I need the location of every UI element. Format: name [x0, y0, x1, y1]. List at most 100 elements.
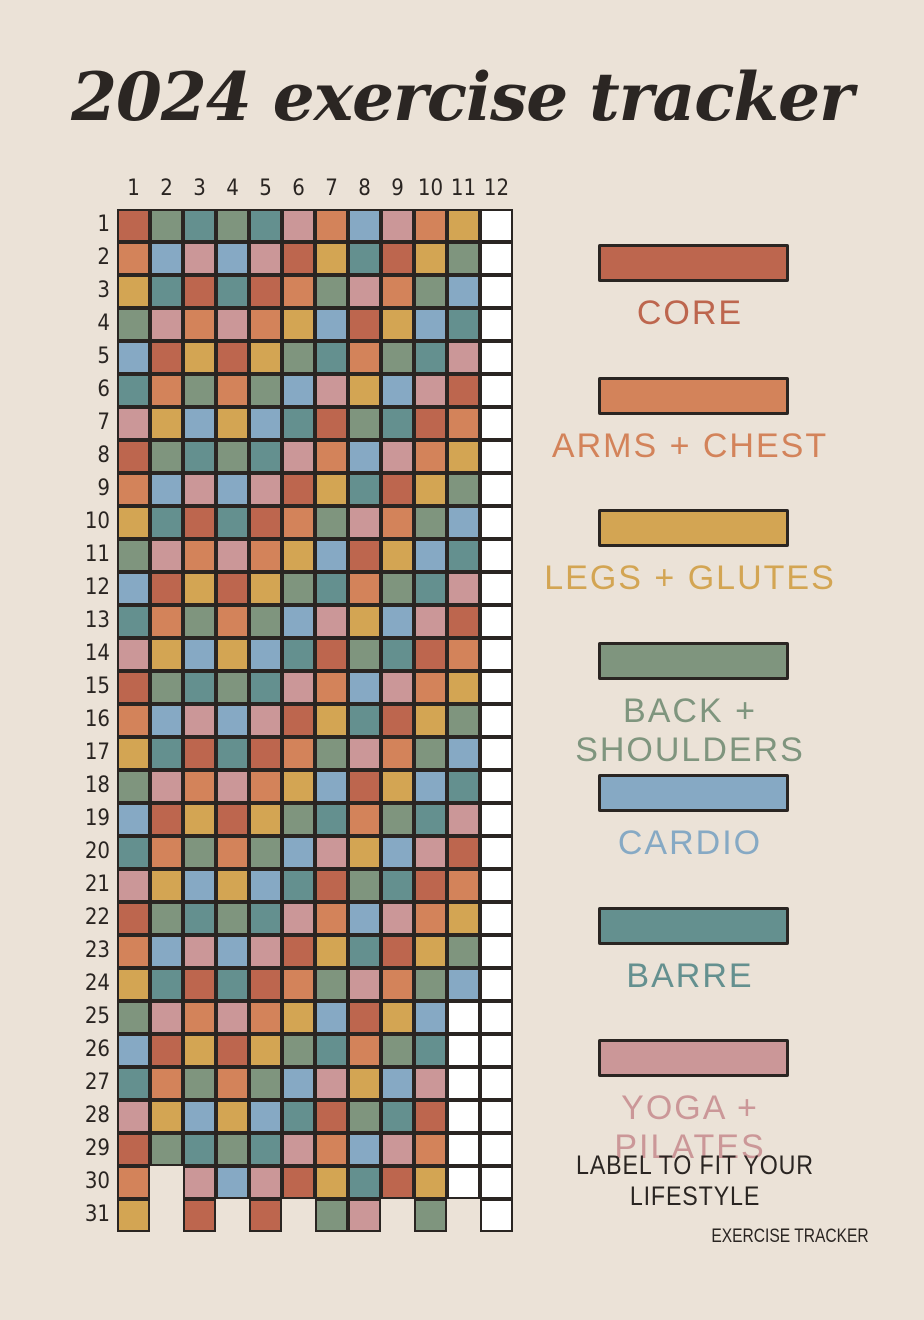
day-cell[interactable] — [150, 440, 183, 473]
day-cell[interactable] — [414, 473, 447, 506]
day-cell[interactable] — [117, 242, 150, 275]
day-cell[interactable] — [447, 506, 480, 539]
day-cell[interactable] — [348, 1001, 381, 1034]
day-cell[interactable] — [282, 572, 315, 605]
day-cell[interactable] — [183, 836, 216, 869]
day-cell[interactable] — [117, 1034, 150, 1067]
day-cell[interactable] — [480, 539, 513, 572]
day-cell[interactable] — [480, 770, 513, 803]
day-cell[interactable] — [249, 902, 282, 935]
day-cell[interactable] — [249, 539, 282, 572]
day-cell[interactable] — [480, 1166, 513, 1199]
day-cell[interactable] — [480, 341, 513, 374]
day-cell[interactable] — [480, 407, 513, 440]
day-cell[interactable] — [348, 242, 381, 275]
day-cell[interactable] — [414, 539, 447, 572]
day-cell[interactable] — [480, 803, 513, 836]
day-cell[interactable] — [414, 1100, 447, 1133]
day-cell[interactable] — [282, 473, 315, 506]
day-cell[interactable] — [348, 869, 381, 902]
day-cell[interactable] — [117, 803, 150, 836]
day-cell[interactable] — [216, 638, 249, 671]
day-cell[interactable] — [282, 935, 315, 968]
day-cell[interactable] — [447, 869, 480, 902]
day-cell[interactable] — [183, 1001, 216, 1034]
day-cell[interactable] — [348, 1199, 381, 1232]
day-cell[interactable] — [315, 836, 348, 869]
day-cell[interactable] — [381, 506, 414, 539]
day-cell[interactable] — [447, 671, 480, 704]
day-cell[interactable] — [249, 869, 282, 902]
day-cell[interactable] — [447, 572, 480, 605]
day-cell[interactable] — [150, 968, 183, 1001]
day-cell[interactable] — [249, 803, 282, 836]
day-cell[interactable] — [447, 902, 480, 935]
day-cell[interactable] — [480, 440, 513, 473]
day-cell[interactable] — [348, 572, 381, 605]
day-cell[interactable] — [480, 935, 513, 968]
day-cell[interactable] — [447, 935, 480, 968]
day-cell[interactable] — [348, 1100, 381, 1133]
day-cell[interactable] — [381, 275, 414, 308]
day-cell[interactable] — [315, 1199, 348, 1232]
day-cell[interactable] — [282, 968, 315, 1001]
day-cell[interactable] — [282, 1133, 315, 1166]
day-cell[interactable] — [117, 1067, 150, 1100]
day-cell[interactable] — [249, 935, 282, 968]
day-cell[interactable] — [480, 704, 513, 737]
day-cell[interactable] — [348, 1034, 381, 1067]
day-cell[interactable] — [150, 209, 183, 242]
day-cell[interactable] — [381, 242, 414, 275]
day-cell[interactable] — [447, 1100, 480, 1133]
day-cell[interactable] — [315, 803, 348, 836]
day-cell[interactable] — [414, 605, 447, 638]
day-cell[interactable] — [315, 539, 348, 572]
day-cell[interactable] — [282, 275, 315, 308]
day-cell[interactable] — [315, 770, 348, 803]
day-cell[interactable] — [150, 1034, 183, 1067]
day-cell[interactable] — [216, 1067, 249, 1100]
day-cell[interactable] — [381, 605, 414, 638]
day-cell[interactable] — [315, 1100, 348, 1133]
day-cell[interactable] — [249, 506, 282, 539]
day-cell[interactable] — [117, 1166, 150, 1199]
day-cell[interactable] — [282, 737, 315, 770]
day-cell[interactable] — [381, 638, 414, 671]
day-cell[interactable] — [480, 836, 513, 869]
day-cell[interactable] — [117, 1133, 150, 1166]
day-cell[interactable] — [216, 737, 249, 770]
day-cell[interactable] — [414, 1166, 447, 1199]
day-cell[interactable] — [480, 242, 513, 275]
day-cell[interactable] — [117, 704, 150, 737]
day-cell[interactable] — [447, 1067, 480, 1100]
day-cell[interactable] — [414, 506, 447, 539]
day-cell[interactable] — [315, 605, 348, 638]
day-cell[interactable] — [315, 704, 348, 737]
day-cell[interactable] — [150, 671, 183, 704]
day-cell[interactable] — [183, 308, 216, 341]
day-cell[interactable] — [315, 935, 348, 968]
day-cell[interactable] — [282, 836, 315, 869]
day-cell[interactable] — [117, 968, 150, 1001]
day-cell[interactable] — [414, 1001, 447, 1034]
day-cell[interactable] — [282, 242, 315, 275]
day-cell[interactable] — [117, 902, 150, 935]
day-cell[interactable] — [414, 935, 447, 968]
day-cell[interactable] — [183, 737, 216, 770]
day-cell[interactable] — [414, 1034, 447, 1067]
day-cell[interactable] — [150, 935, 183, 968]
day-cell[interactable] — [447, 737, 480, 770]
day-cell[interactable] — [381, 671, 414, 704]
day-cell[interactable] — [315, 1133, 348, 1166]
day-cell[interactable] — [183, 539, 216, 572]
day-cell[interactable] — [183, 440, 216, 473]
day-cell[interactable] — [447, 968, 480, 1001]
day-cell[interactable] — [282, 209, 315, 242]
day-cell[interactable] — [315, 242, 348, 275]
day-cell[interactable] — [216, 1001, 249, 1034]
day-cell[interactable] — [348, 737, 381, 770]
day-cell[interactable] — [381, 1067, 414, 1100]
day-cell[interactable] — [183, 704, 216, 737]
day-cell[interactable] — [150, 242, 183, 275]
day-cell[interactable] — [150, 1133, 183, 1166]
